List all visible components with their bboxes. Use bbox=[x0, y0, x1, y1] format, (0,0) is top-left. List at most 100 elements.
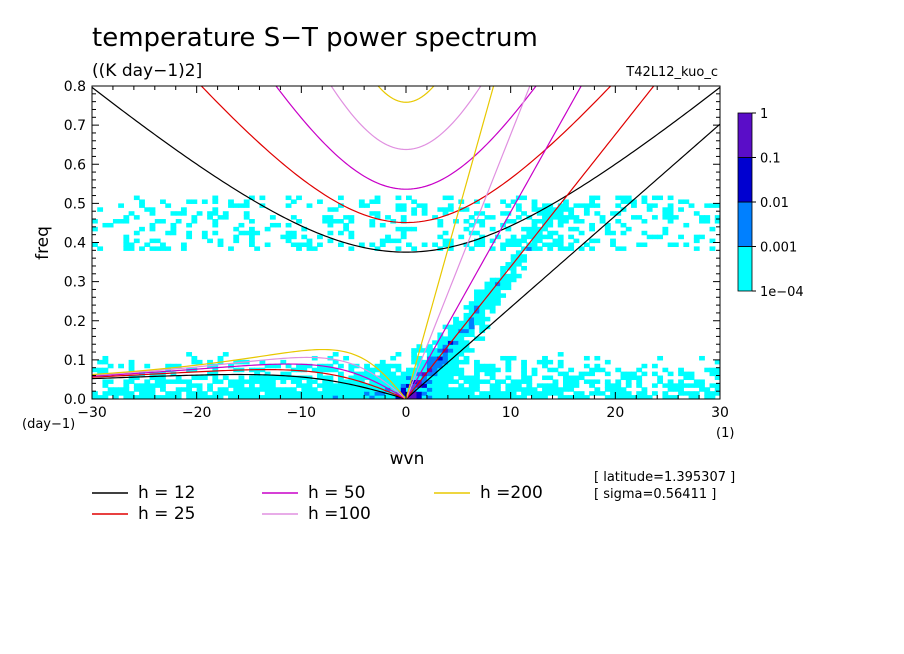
heatmap-cell bbox=[296, 367, 302, 373]
heatmap-cell bbox=[249, 230, 255, 236]
heatmap-cell bbox=[217, 242, 224, 248]
heatmap-cell bbox=[484, 281, 491, 287]
heatmap-cell bbox=[604, 387, 611, 392]
heatmap-cell bbox=[657, 379, 664, 384]
heatmap-cell bbox=[254, 395, 261, 399]
heatmap-cell bbox=[390, 379, 397, 384]
heatmap-cell bbox=[594, 211, 601, 216]
heatmap-cell bbox=[421, 387, 428, 392]
heatmap-cell bbox=[348, 219, 355, 224]
heatmap-cell bbox=[458, 336, 465, 341]
y-tick-label: 0.1 bbox=[64, 353, 86, 369]
heatmap-cell bbox=[327, 367, 334, 373]
heatmap-cell bbox=[374, 211, 381, 216]
heatmap-cell bbox=[207, 371, 213, 377]
heatmap-cell bbox=[704, 387, 711, 392]
heatmap-cell bbox=[317, 199, 323, 204]
heatmap-cell bbox=[212, 391, 219, 396]
heatmap-cell bbox=[280, 387, 287, 392]
heatmap-cell bbox=[437, 222, 444, 228]
heatmap-cell bbox=[175, 219, 182, 224]
heatmap-cell bbox=[128, 246, 135, 251]
heatmap-cell bbox=[714, 383, 720, 388]
heatmap-cell bbox=[563, 203, 569, 208]
heatmap-cell bbox=[411, 211, 418, 216]
heatmap-cell bbox=[453, 320, 459, 326]
heatmap-cell bbox=[463, 395, 470, 399]
heatmap-cell bbox=[542, 363, 548, 369]
heatmap-cell bbox=[489, 285, 496, 291]
heatmap-cell bbox=[442, 375, 449, 381]
heatmap-cell bbox=[620, 207, 627, 212]
rossby-wave-curve-h25 bbox=[92, 368, 407, 399]
heatmap-cell bbox=[348, 387, 355, 392]
heatmap-cell bbox=[568, 211, 575, 216]
heatmap-cell bbox=[332, 219, 339, 224]
heatmap-cell bbox=[542, 215, 548, 220]
heatmap-cell bbox=[479, 324, 486, 330]
heatmap-cell bbox=[568, 379, 575, 384]
heatmap-cell bbox=[432, 355, 438, 361]
heatmap-cell bbox=[615, 367, 622, 373]
heatmap-cell bbox=[536, 238, 543, 244]
heatmap-cell bbox=[322, 219, 329, 224]
heatmap-cell bbox=[411, 226, 418, 232]
heatmap-cell bbox=[165, 230, 172, 236]
heatmap-cell bbox=[395, 363, 402, 369]
heatmap-cell bbox=[426, 363, 433, 369]
heatmap-cell bbox=[144, 383, 151, 388]
heatmap-cell bbox=[332, 352, 339, 357]
heatmap-cell bbox=[442, 238, 449, 244]
heatmap-cell bbox=[364, 395, 370, 399]
heatmap-cell bbox=[374, 199, 381, 204]
chart-subtitle: ((K day−1)2] bbox=[92, 61, 202, 81]
heatmap-cell bbox=[139, 395, 145, 399]
heatmap-cell bbox=[699, 355, 705, 361]
heatmap-cell bbox=[301, 383, 308, 388]
heatmap-cell bbox=[500, 379, 507, 384]
heatmap-cell bbox=[505, 355, 512, 361]
heatmap-cell bbox=[489, 309, 496, 314]
heatmap-cell bbox=[510, 383, 517, 388]
heatmap-cell bbox=[463, 324, 470, 330]
heatmap-cell bbox=[369, 219, 376, 224]
heatmap-cell bbox=[379, 391, 386, 396]
heatmap-cell bbox=[280, 371, 287, 377]
heatmap-cell bbox=[442, 359, 449, 365]
heatmap-cell bbox=[646, 203, 653, 208]
heatmap-cell bbox=[186, 395, 193, 399]
heatmap-cell bbox=[369, 199, 376, 204]
heatmap-cell bbox=[170, 379, 177, 384]
heatmap-cell bbox=[463, 387, 470, 392]
heatmap-cell bbox=[222, 215, 229, 220]
heatmap-cell bbox=[296, 363, 302, 369]
heatmap-cell bbox=[411, 371, 418, 377]
heatmap-cell bbox=[217, 387, 224, 392]
heatmap-cell bbox=[285, 238, 292, 244]
heatmap-cell bbox=[343, 383, 350, 388]
heatmap-cell bbox=[369, 211, 376, 216]
heatmap-cell bbox=[144, 207, 151, 212]
heatmap-cell bbox=[568, 226, 575, 232]
heatmap-cell bbox=[578, 371, 585, 377]
heatmap-cell bbox=[348, 367, 355, 373]
heatmap-cell bbox=[238, 387, 245, 392]
heatmap-cell bbox=[667, 387, 674, 392]
heatmap-cell bbox=[521, 363, 527, 369]
heatmap-cell bbox=[280, 359, 287, 365]
heatmap-cell bbox=[625, 379, 632, 384]
heatmap-cell bbox=[583, 203, 590, 208]
heatmap-cell bbox=[139, 246, 145, 251]
heatmap-cell bbox=[453, 359, 459, 365]
heatmap-cell bbox=[186, 379, 193, 384]
heatmap-cell bbox=[568, 383, 575, 388]
heatmap-cell bbox=[484, 371, 491, 377]
heatmap-cell bbox=[536, 219, 543, 224]
heatmap-cell bbox=[437, 234, 444, 240]
heatmap-cell bbox=[453, 348, 459, 353]
heatmap-cell bbox=[264, 379, 271, 384]
heatmap-cell bbox=[521, 211, 527, 216]
heatmap-cell bbox=[369, 391, 376, 396]
heatmap-cell bbox=[662, 391, 669, 396]
heatmap-cell bbox=[139, 391, 145, 396]
